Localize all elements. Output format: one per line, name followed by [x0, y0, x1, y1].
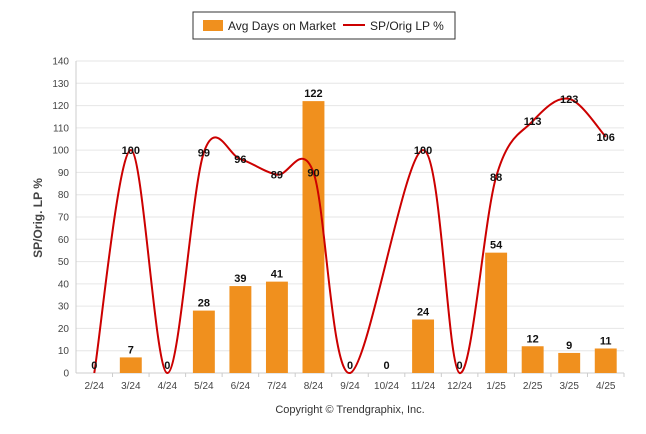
bar-data-label: 54 — [490, 240, 503, 252]
line-data-label: 100 — [414, 145, 432, 157]
bar-data-label: 9 — [566, 340, 572, 352]
bar-data-label: 24 — [417, 307, 430, 319]
y-tick-label: 80 — [58, 190, 70, 201]
bar-data-label: 0 — [347, 360, 353, 372]
bar — [485, 252, 508, 373]
bar — [594, 348, 617, 373]
x-tick-label: 4/25 — [596, 381, 616, 392]
x-tick-label: 12/24 — [447, 381, 472, 392]
x-tick-label: 1/25 — [486, 381, 506, 392]
bar-data-label: 0 — [91, 360, 97, 372]
bar — [265, 281, 288, 373]
label-layer: 0 7 0 28 39 41 122 0 0 24 0 54 12 9 11 100 99 96 89 90 100 88… — [91, 88, 615, 372]
y-tick-label: 70 — [58, 213, 70, 224]
y-tick-label: 130 — [52, 79, 69, 90]
bar-data-label: 28 — [198, 298, 210, 310]
bar — [558, 352, 581, 373]
x-tick-label: 9/24 — [340, 381, 360, 392]
x-tick-label: 4/24 — [158, 381, 178, 392]
line-layer — [93, 97, 607, 375]
bar — [192, 310, 215, 373]
y-tick-label: 30 — [58, 302, 70, 313]
bar-data-label: 0 — [383, 360, 389, 372]
y-tick-label: 100 — [52, 146, 69, 157]
legend-box — [192, 11, 456, 40]
bar-data-label: 122 — [304, 88, 322, 100]
y-tick-label: 110 — [53, 123, 69, 134]
x-tick-label: 11/24 — [411, 381, 436, 392]
x-tick-label: 10/24 — [374, 381, 399, 392]
line-data-label: 100 — [122, 145, 140, 157]
y-axis-label: SP/Orig. LP % — [31, 178, 45, 258]
y-tick-label: 50 — [58, 257, 70, 268]
bar — [412, 319, 435, 373]
x-tick-label: 3/25 — [559, 381, 579, 392]
y-tick-label: 140 — [52, 57, 69, 68]
bar — [302, 101, 325, 373]
y-tick-label: 0 — [63, 369, 69, 380]
legend-swatch-bar — [203, 20, 223, 31]
x-tick-label: 6/24 — [231, 381, 251, 392]
bar — [521, 346, 544, 373]
copyright-credit: Copyright © Trendgraphix, Inc. — [275, 404, 424, 416]
bar-data-label: 11 — [600, 335, 612, 347]
x-tick-label: 7/24 — [267, 381, 287, 392]
line-data-label: 113 — [524, 116, 542, 128]
bar-data-label: 39 — [234, 273, 246, 285]
line-data-label: 96 — [234, 154, 246, 166]
bar-data-label: 0 — [457, 360, 463, 372]
line-data-label: 89 — [271, 170, 283, 182]
bar — [119, 357, 142, 373]
y-tick-label: 40 — [58, 279, 70, 290]
x-tick-label: 5/24 — [194, 381, 214, 392]
legend-label-bar: Avg Days on Market — [228, 19, 336, 33]
sp-orig-lp-line — [93, 97, 607, 375]
x-tick-label: 8/24 — [304, 381, 324, 392]
line-data-label: 90 — [307, 167, 319, 179]
line-data-label: 99 — [198, 147, 210, 159]
line-data-label: 88 — [490, 172, 502, 184]
bar-layer — [119, 101, 617, 373]
line-data-label: 123 — [560, 94, 578, 106]
bar — [229, 286, 252, 373]
bar-data-label: 7 — [128, 344, 134, 356]
x-tick-label: 3/24 — [121, 381, 141, 392]
x-tick-label: 2/25 — [523, 381, 543, 392]
bar-data-label: 41 — [271, 269, 283, 281]
y-tick-label: 90 — [58, 168, 70, 179]
line-data-label: 106 — [597, 132, 615, 144]
y-tick-label: 20 — [58, 324, 70, 335]
y-tick-label: 10 — [58, 346, 70, 357]
y-tick-label: 120 — [52, 101, 69, 112]
bar-data-label: 12 — [527, 333, 539, 345]
bar-data-label: 0 — [164, 360, 170, 372]
legend: Avg Days on Market SP/Orig LP % — [192, 11, 456, 40]
legend-label-line: SP/Orig LP % — [370, 19, 444, 33]
x-tick-label: 2/24 — [85, 381, 105, 392]
y-tick-label: 60 — [58, 235, 70, 246]
